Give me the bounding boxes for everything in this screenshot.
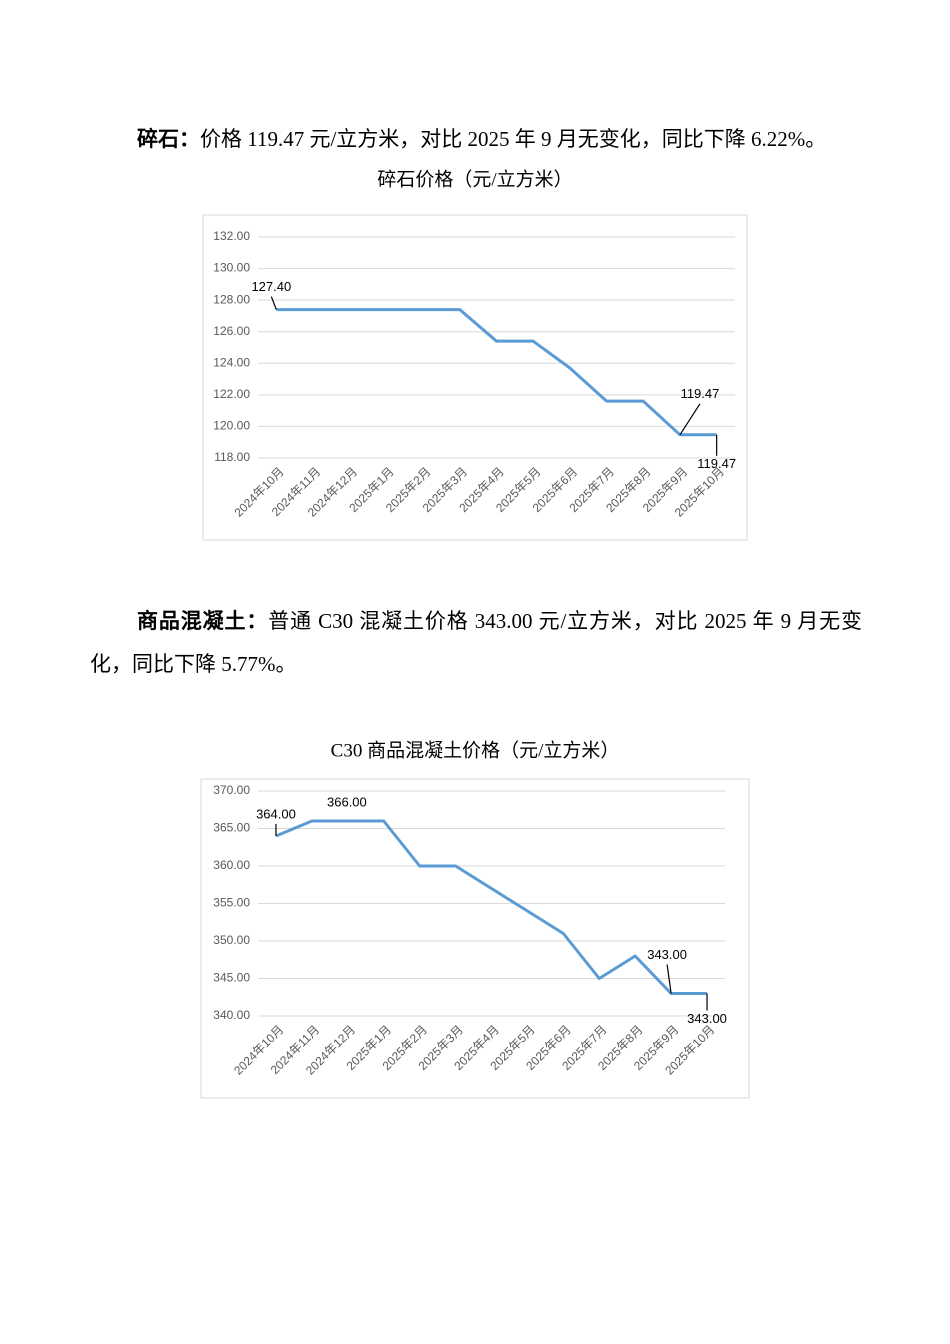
y-tick-label: 132.00 [213,229,250,243]
y-tick-label: 126.00 [213,324,250,338]
y-tick-label: 360.00 [213,858,250,872]
data-label: 119.47 [681,386,720,401]
chart-frame [202,214,748,541]
y-tick-label: 128.00 [213,292,250,306]
paragraph: 商品混凝土：普通 C30 混凝土价格 343.00 元/立方米，对比 2025 … [90,600,862,686]
paragraph: 碎石：价格 119.47 元/立方米，对比 2025 年 9 月无变化，同比下降… [137,118,897,161]
y-tick-label: 355.00 [213,896,250,910]
data-label: 343.00 [687,1011,727,1026]
lead: 碎石： [137,127,200,151]
lead: 商品混凝土： [137,609,269,633]
text: 普通 C30 混凝土价格 343.00 元/立方米，对比 2025 年 9 月无… [90,609,862,676]
data-label: 119.47 [697,456,736,471]
y-tick-label: 130.00 [213,261,250,275]
data-label: 364.00 [256,806,296,821]
text: 价格 119.47 元/立方米，对比 2025 年 9 月无变化，同比下降 6.… [200,127,827,151]
y-tick-label: 345.00 [213,971,250,985]
data-label: 366.00 [327,794,367,809]
data-label: 343.00 [647,947,687,962]
y-tick-label: 124.00 [213,355,250,369]
leader-line [679,403,701,436]
y-tick-label: 120.00 [213,419,250,433]
data-label: 127.40 [251,279,291,294]
y-tick-label: 118.00 [214,450,250,464]
y-tick-label: 350.00 [213,933,250,947]
data-line [276,308,717,437]
leader-line [270,296,277,310]
leader-line [666,964,672,994]
y-tick-label: 370.00 [213,783,250,797]
y-tick-label: 340.00 [213,1008,250,1022]
y-tick-label: 365.00 [213,821,250,835]
data-line [275,819,708,995]
chart-title: C30 商品混凝土价格（元/立方米） [331,739,620,761]
chart-frame [200,778,750,1099]
chart-title: 碎石价格（元/立方米） [377,168,572,190]
y-tick-label: 122.00 [213,387,250,401]
